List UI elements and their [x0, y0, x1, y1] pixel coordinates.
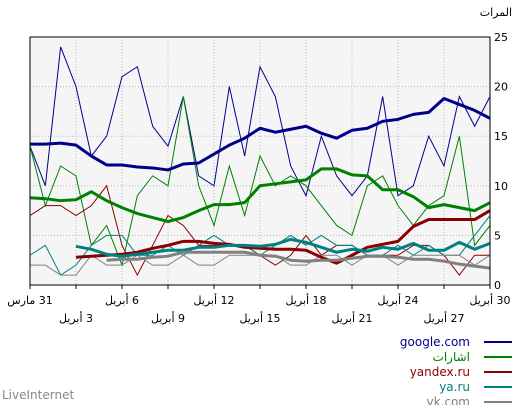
y-tick-label: 10 — [494, 180, 508, 193]
x-tick-label: 9 أبريل — [151, 311, 185, 325]
x-tick-label: 6 أبريل — [105, 293, 139, 307]
series-average-line — [75, 209, 491, 265]
y-tick-label: 25 — [494, 31, 508, 44]
legend-label: اشارات — [433, 350, 470, 365]
series-average-line — [106, 250, 491, 270]
y-axis-label: المرات — [480, 6, 512, 19]
footer-brand: LiveInternet — [2, 388, 74, 402]
x-tick-label: 21 أبريل — [331, 311, 372, 325]
x-tick-label: 27 أبريل — [423, 311, 464, 325]
series-line — [29, 46, 491, 198]
series-layer — [29, 46, 491, 277]
y-tick-label: 0 — [494, 279, 501, 292]
legend-label: vk.com — [427, 395, 471, 405]
x-tick-label: 18 أبريل — [285, 293, 326, 307]
y-tick-label: 20 — [494, 81, 508, 94]
legend-label: ya.ru — [439, 380, 470, 394]
legend-label: yandex.ru — [410, 365, 470, 379]
series-average-line — [30, 97, 491, 172]
series-average-line — [29, 167, 491, 224]
y-tick-label: 5 — [494, 229, 501, 242]
x-axis-ticks: 30 أبريل 27 أبريل 24 أبريل 21 أبريل 18 أبريل… — [7, 285, 511, 325]
x-tick-label: 24 أبريل — [377, 293, 418, 307]
series-average-line — [75, 237, 491, 258]
y-axis-ticks: 0 5 10 15 20 25 — [494, 31, 508, 292]
x-tick-label: 15 أبريل — [239, 311, 280, 325]
x-tick-label: 3 أبريل — [59, 311, 93, 325]
y-tick-label: 15 — [494, 130, 508, 143]
x-tick-label: 30 أبريل — [469, 293, 510, 307]
legend-label: google.com — [400, 335, 470, 349]
x-tick-label: 31 مارس — [7, 294, 52, 307]
x-tick-label: 12 أبريل — [193, 293, 234, 307]
